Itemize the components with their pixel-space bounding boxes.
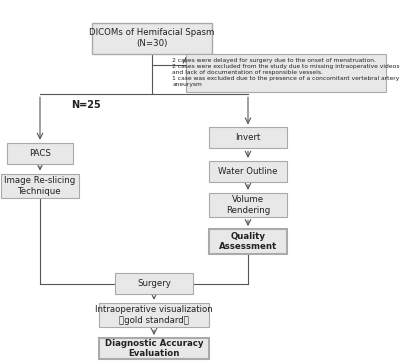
Text: Invert: Invert — [235, 134, 261, 142]
FancyBboxPatch shape — [99, 338, 209, 359]
FancyBboxPatch shape — [209, 161, 287, 182]
Text: Diagnostic Accuracy
Evaluation: Diagnostic Accuracy Evaluation — [105, 339, 203, 358]
Text: Image Re-slicing
Technique: Image Re-slicing Technique — [4, 176, 76, 196]
FancyBboxPatch shape — [209, 127, 287, 148]
FancyBboxPatch shape — [92, 23, 212, 53]
FancyBboxPatch shape — [186, 53, 386, 91]
Text: 2 cases were delayed for surgery due to the onset of menstruation.
2 cases were : 2 cases were delayed for surgery due to … — [172, 58, 400, 87]
Text: Quality
Assessment: Quality Assessment — [219, 232, 277, 251]
Text: N=25: N=25 — [71, 100, 101, 110]
FancyBboxPatch shape — [1, 174, 79, 198]
Text: Surgery: Surgery — [137, 280, 171, 288]
Text: Intraoperative visualization
（gold standard）: Intraoperative visualization （gold stand… — [95, 305, 213, 325]
Text: Volume
Rendering: Volume Rendering — [226, 195, 270, 215]
FancyBboxPatch shape — [99, 303, 209, 327]
Text: DICOMs of Hemifacial Spasm
(N=30): DICOMs of Hemifacial Spasm (N=30) — [89, 28, 215, 48]
FancyBboxPatch shape — [7, 143, 73, 164]
FancyBboxPatch shape — [209, 193, 287, 217]
FancyBboxPatch shape — [115, 273, 193, 294]
Text: PACS: PACS — [29, 149, 51, 158]
FancyBboxPatch shape — [209, 229, 287, 254]
Text: Water Outline: Water Outline — [218, 167, 278, 176]
